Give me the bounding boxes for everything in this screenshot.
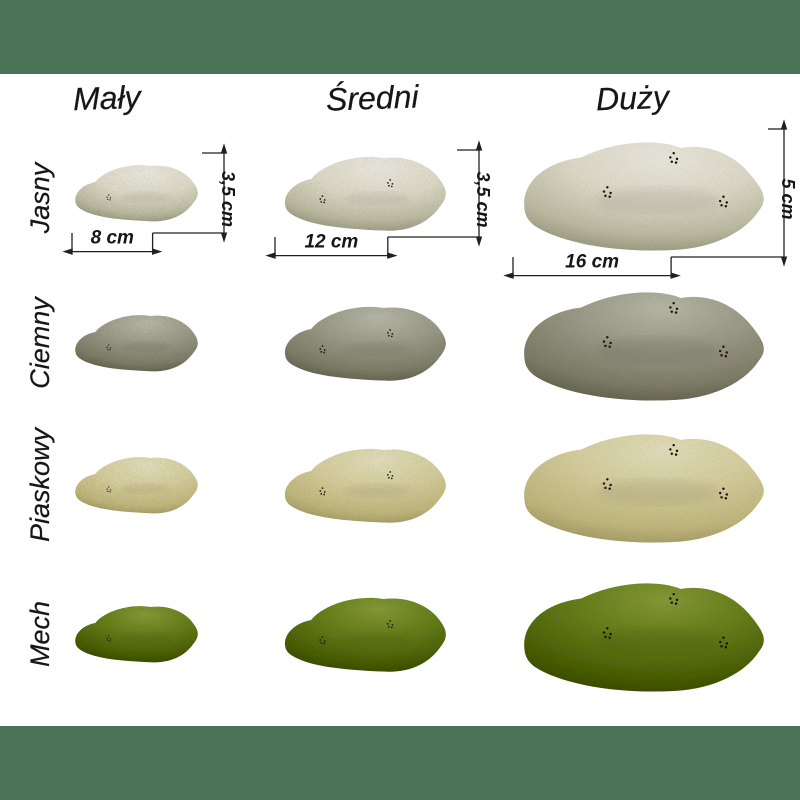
svg-text:8 cm: 8 cm — [91, 228, 134, 249]
svg-text:5 cm: 5 cm — [778, 178, 798, 219]
svg-text:3,5 cm: 3,5 cm — [218, 171, 238, 227]
svg-text:3,5 cm: 3,5 cm — [473, 171, 493, 227]
svg-text:12 cm: 12 cm — [304, 231, 358, 252]
svg-text:16 cm: 16 cm — [565, 252, 619, 273]
